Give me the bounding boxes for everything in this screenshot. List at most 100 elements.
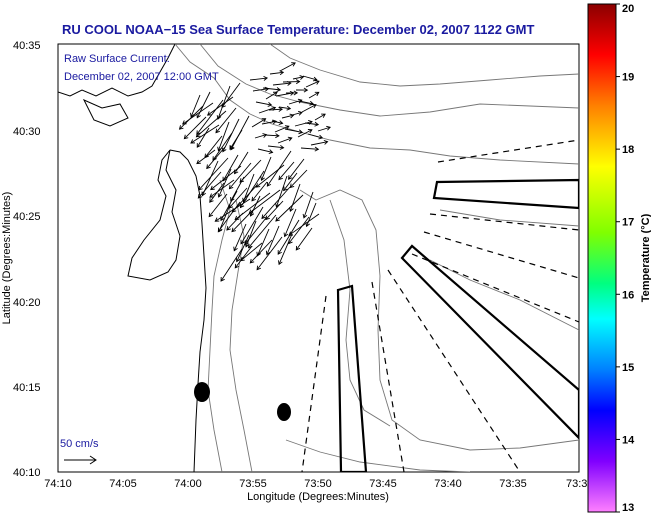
current-vector-head [267, 102, 273, 107]
x-tick-label: 73:3 [566, 478, 587, 490]
current-vector [209, 179, 235, 198]
current-vector [240, 170, 265, 208]
current-vector-head [234, 215, 240, 221]
scale-label: 50 cm/s [60, 438, 99, 450]
current-vector-head [220, 277, 225, 282]
current-vector-head [260, 176, 265, 182]
current-vector-head [289, 207, 294, 212]
current-vector-head [323, 139, 329, 145]
current-vector-head [278, 175, 283, 181]
current-vector-head [217, 227, 223, 233]
current-vector-head [216, 115, 222, 120]
current-vector-head [289, 183, 295, 189]
current-vector-head [229, 145, 234, 150]
current-vector [264, 134, 279, 137]
y-tick-label: 40:15 [13, 382, 41, 394]
current-vector [252, 88, 269, 92]
current-vector [294, 121, 313, 127]
coastline [58, 44, 207, 472]
annotation-line-1: Raw Surface Current: [64, 53, 170, 65]
current-vector [265, 91, 278, 100]
current-vector-head [278, 260, 283, 266]
current-vector-head [295, 245, 301, 251]
colorbar-tick-label: 13 [622, 502, 634, 514]
current-vector [229, 129, 243, 150]
current-vector [274, 125, 290, 133]
dot-1 [194, 382, 210, 402]
current-vector [291, 112, 303, 116]
current-vector [308, 91, 320, 99]
current-vector-head [196, 113, 201, 119]
current-vector [184, 116, 207, 139]
x-axis-label: Longitude (Degrees:Minutes) [247, 491, 389, 503]
current-vector-head [215, 128, 220, 134]
current-vector [215, 107, 237, 133]
current-vector-head [251, 196, 256, 202]
current-vector [251, 181, 268, 202]
current-vector [208, 193, 228, 217]
current-vector [284, 208, 297, 237]
current-vector-head [206, 111, 212, 116]
current-vector [228, 187, 248, 209]
current-vector-head [208, 212, 214, 218]
current-vector [279, 62, 296, 72]
x-tick-label: 73:35 [499, 478, 527, 490]
current-vector [277, 137, 292, 144]
current-vector [196, 127, 210, 148]
current-vector [197, 171, 222, 199]
current-vector-head [196, 143, 202, 148]
current-vector-head [279, 144, 285, 150]
current-vector-head [183, 134, 189, 140]
current-vector [212, 132, 233, 161]
current-vector-head [272, 119, 278, 125]
current-vector [297, 129, 313, 138]
current-vector-head [230, 196, 235, 202]
current-vector-head [288, 175, 293, 180]
y-tick-label: 40:20 [13, 297, 41, 309]
current-vector-head [287, 136, 293, 142]
current-vector-head [217, 192, 223, 198]
colorbar-tick-label: 16 [622, 289, 634, 301]
current-vector [196, 149, 216, 164]
current-vector [272, 82, 291, 86]
current-vector [210, 165, 242, 190]
current-vector [222, 118, 240, 152]
current-vector-head [226, 225, 231, 231]
current-vector-head [314, 146, 320, 152]
current-vector [231, 209, 254, 232]
current-vector-head [240, 256, 245, 262]
colorbar-gradient [587, 3, 617, 513]
zone-outline-3 [336, 284, 368, 472]
current-vector [281, 114, 294, 119]
current-vector [226, 212, 244, 231]
colorbar-tick-label: 20 [622, 3, 634, 15]
annotation-line-2: December 02, 2007 12:00 GMT [64, 71, 219, 83]
current-vector [302, 75, 318, 81]
current-vector-head [256, 265, 261, 271]
current-vector-head [209, 198, 214, 203]
x-axis: 74:10 74:05 74:00 73:55 73:50 73:45 73:4… [44, 478, 587, 503]
current-vector [198, 157, 229, 191]
y-tick-label: 40:25 [13, 211, 41, 223]
current-vector [256, 228, 270, 256]
zone-outline-1 [432, 178, 579, 210]
current-vector-head [275, 202, 280, 208]
current-vector [244, 217, 267, 245]
y-tick-label: 40:30 [13, 126, 41, 138]
current-vector-head [318, 134, 324, 140]
current-vector-head [275, 133, 280, 139]
current-vector-head [181, 120, 187, 125]
current-vector [255, 164, 285, 188]
current-vector-head [298, 129, 304, 135]
current-vector [217, 201, 241, 232]
colorbar-tick-label: 18 [622, 144, 634, 156]
current-vector-head [212, 156, 217, 161]
current-vector [314, 113, 326, 121]
current-vector [234, 151, 249, 174]
x-tick-label: 74:05 [109, 478, 137, 490]
current-vector [190, 124, 220, 144]
current-vector [218, 204, 231, 232]
x-tick-label: 74:00 [174, 478, 202, 490]
current-vector [310, 141, 328, 146]
current-vector [217, 85, 231, 120]
